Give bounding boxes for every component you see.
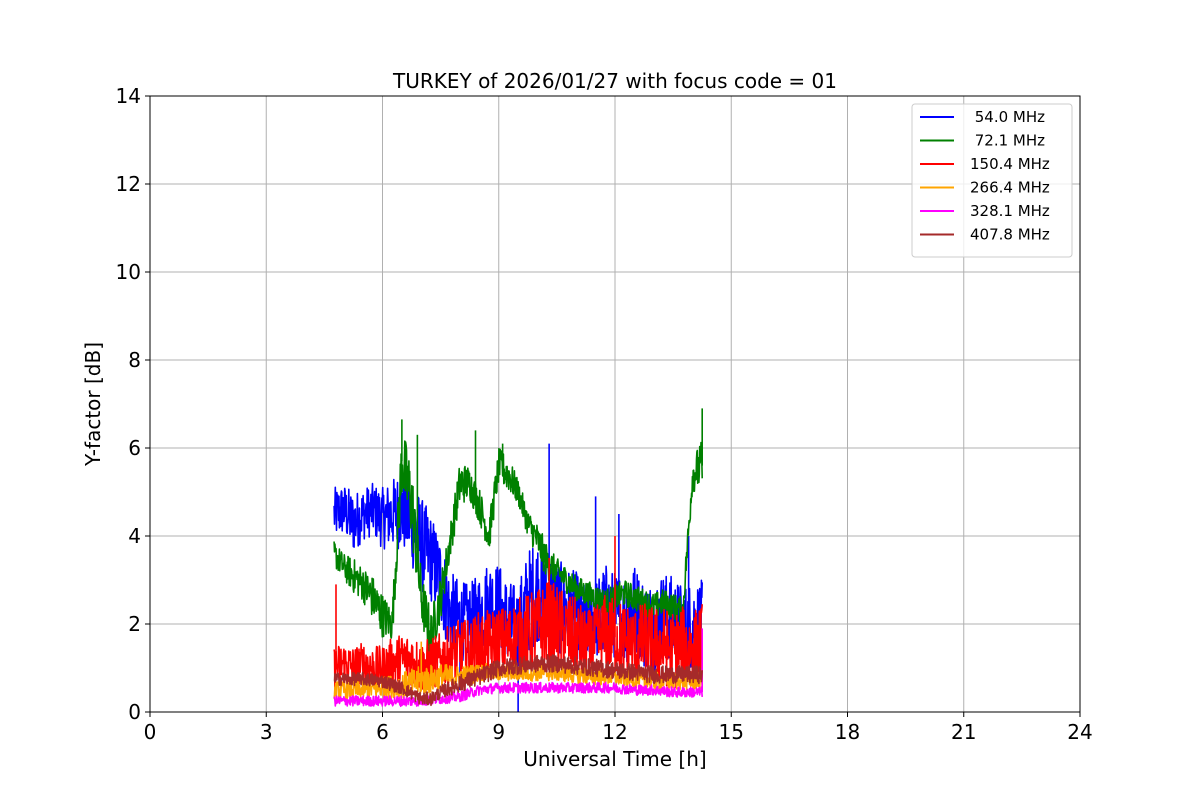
x-tick-label: 21 xyxy=(951,720,976,744)
x-tick-label: 12 xyxy=(602,720,627,744)
y-tick-label: 2 xyxy=(128,612,141,636)
y-tick-label: 14 xyxy=(116,84,141,108)
x-tick-label: 3 xyxy=(260,720,273,744)
legend-label: 72.1 MHz xyxy=(970,132,1045,150)
legend-box xyxy=(911,103,1073,258)
series-layer xyxy=(333,408,703,712)
legend-label: 54.0 MHz xyxy=(970,108,1045,126)
series-line xyxy=(333,654,703,707)
series-line xyxy=(333,681,703,708)
legend-label: 328.1 MHz xyxy=(970,202,1050,220)
y-tick-label: 0 xyxy=(128,700,141,724)
series-line xyxy=(333,440,703,656)
y-tick-label: 8 xyxy=(128,348,141,372)
y-tick-label: 4 xyxy=(128,524,141,548)
y-tick-label: 12 xyxy=(116,172,141,196)
x-tick-label: 6 xyxy=(376,720,389,744)
legend-label: 150.4 MHz xyxy=(970,155,1050,173)
legend-label: 407.8 MHz xyxy=(970,226,1050,244)
chart-title: TURKEY of 2026/01/27 with focus code = 0… xyxy=(392,69,837,93)
y-axis-title: Y-factor [dB] xyxy=(81,342,105,467)
x-tick-label: 18 xyxy=(835,720,860,744)
y-tick-label: 6 xyxy=(128,436,141,460)
x-tick-label: 0 xyxy=(144,720,157,744)
x-tick-label: 24 xyxy=(1067,720,1092,744)
x-tick-label: 9 xyxy=(492,720,505,744)
x-tick-label: 15 xyxy=(719,720,744,744)
legend-label: 266.4 MHz xyxy=(970,179,1050,197)
x-axis-title: Universal Time [h] xyxy=(523,747,706,771)
legend: 54.0 MHz 72.1 MHz 150.4 MHz 266.4 MHz 328.1… xyxy=(911,103,1073,258)
y-tick-label: 10 xyxy=(116,260,141,284)
